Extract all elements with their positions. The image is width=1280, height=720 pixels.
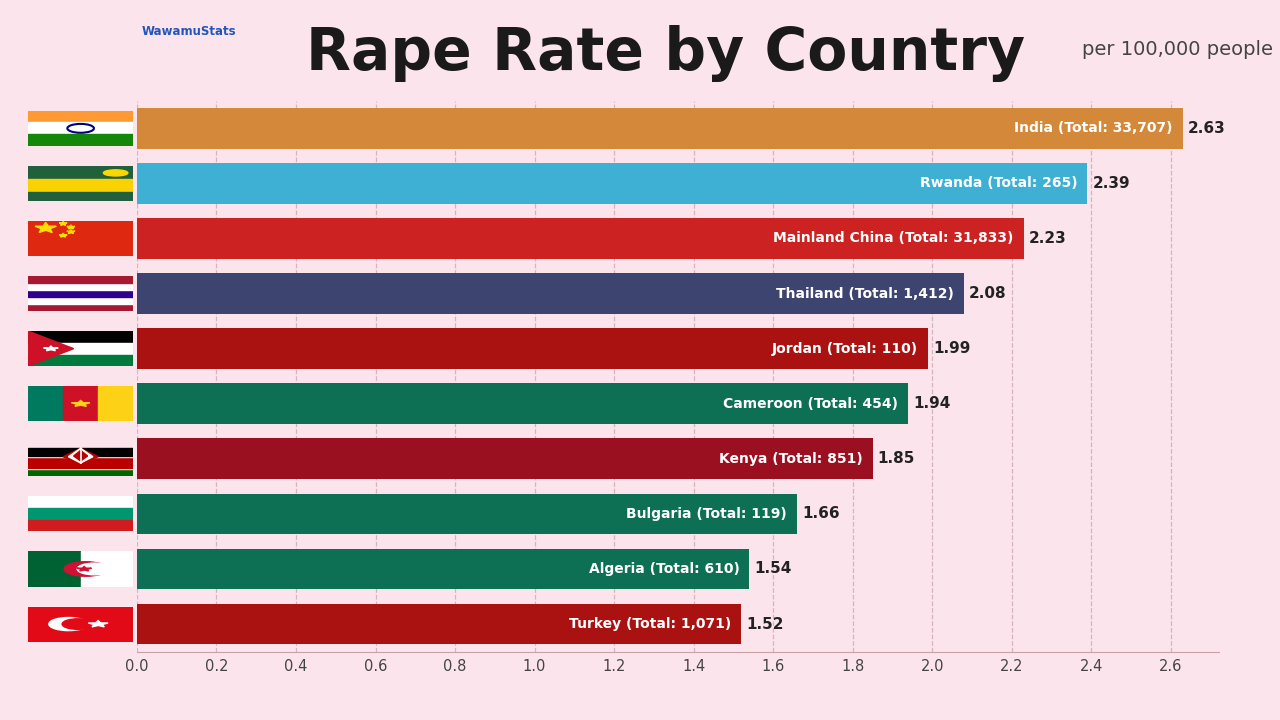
Bar: [28, 469, 133, 477]
Text: Thailand (Total: 1,412): Thailand (Total: 1,412): [776, 287, 954, 300]
Polygon shape: [44, 346, 58, 351]
Bar: [28, 508, 133, 520]
Bar: [28, 467, 133, 469]
Bar: [137, 218, 1024, 259]
Text: 1.54: 1.54: [754, 562, 792, 577]
Bar: [137, 273, 964, 314]
Bar: [137, 108, 1183, 149]
Polygon shape: [72, 400, 90, 406]
Bar: [28, 354, 133, 366]
Bar: [28, 304, 133, 311]
Bar: [63, 386, 99, 421]
Text: 1.85: 1.85: [878, 451, 915, 467]
Text: 2.08: 2.08: [969, 286, 1007, 301]
Bar: [28, 179, 133, 192]
Text: Turkey (Total: 1,071): Turkey (Total: 1,071): [570, 617, 731, 631]
Polygon shape: [68, 449, 93, 463]
Bar: [28, 111, 133, 122]
Text: Rape Rate by Country: Rape Rate by Country: [306, 25, 1025, 82]
Text: Jordan (Total: 110): Jordan (Total: 110): [772, 342, 918, 356]
Bar: [137, 493, 797, 534]
Bar: [28, 456, 133, 457]
Polygon shape: [35, 222, 56, 233]
Polygon shape: [59, 233, 67, 237]
Text: 2.23: 2.23: [1029, 231, 1066, 246]
Bar: [28, 449, 133, 456]
Text: WawamuStats: WawamuStats: [142, 25, 237, 38]
Text: 1.94: 1.94: [914, 396, 951, 411]
Polygon shape: [67, 230, 74, 233]
Bar: [28, 122, 133, 134]
Bar: [28, 457, 133, 467]
Text: Bulgaria (Total: 119): Bulgaria (Total: 119): [626, 507, 787, 521]
Bar: [81, 552, 133, 587]
Text: India (Total: 33,707): India (Total: 33,707): [1014, 122, 1172, 135]
Bar: [28, 297, 133, 304]
Polygon shape: [77, 567, 91, 571]
Bar: [137, 383, 909, 424]
Text: 1.99: 1.99: [933, 341, 970, 356]
Text: Kenya (Total: 851): Kenya (Total: 851): [719, 452, 863, 466]
Text: per 100,000 people: per 100,000 people: [1082, 40, 1272, 58]
Polygon shape: [63, 449, 99, 463]
Polygon shape: [74, 451, 87, 461]
Bar: [137, 549, 749, 590]
Bar: [28, 343, 133, 354]
Text: Cameroon (Total: 454): Cameroon (Total: 454): [723, 397, 899, 410]
Polygon shape: [59, 222, 67, 225]
Bar: [137, 163, 1087, 204]
Bar: [28, 386, 63, 421]
Bar: [28, 134, 133, 146]
Circle shape: [49, 618, 88, 631]
Bar: [137, 603, 741, 644]
Text: 1.52: 1.52: [746, 616, 785, 631]
Bar: [28, 192, 133, 201]
Text: Algeria (Total: 610): Algeria (Total: 610): [589, 562, 740, 576]
Circle shape: [63, 618, 93, 629]
Bar: [137, 328, 928, 369]
Bar: [28, 166, 133, 179]
Text: 2.63: 2.63: [1188, 121, 1226, 136]
Text: 2.39: 2.39: [1093, 176, 1130, 191]
Bar: [28, 496, 133, 508]
Bar: [137, 438, 873, 480]
Polygon shape: [67, 225, 74, 229]
Bar: [28, 552, 81, 587]
Text: Rwanda (Total: 265): Rwanda (Total: 265): [920, 176, 1078, 190]
Bar: [99, 386, 133, 421]
Bar: [28, 331, 133, 343]
Circle shape: [64, 562, 108, 576]
Bar: [28, 290, 133, 297]
Polygon shape: [28, 331, 74, 366]
Text: 1.66: 1.66: [803, 506, 840, 521]
Polygon shape: [88, 621, 108, 627]
Bar: [28, 283, 133, 290]
Text: Mainland China (Total: 31,833): Mainland China (Total: 31,833): [773, 232, 1014, 246]
Bar: [28, 520, 133, 531]
Circle shape: [104, 170, 128, 176]
Bar: [28, 276, 133, 283]
Circle shape: [77, 563, 113, 575]
